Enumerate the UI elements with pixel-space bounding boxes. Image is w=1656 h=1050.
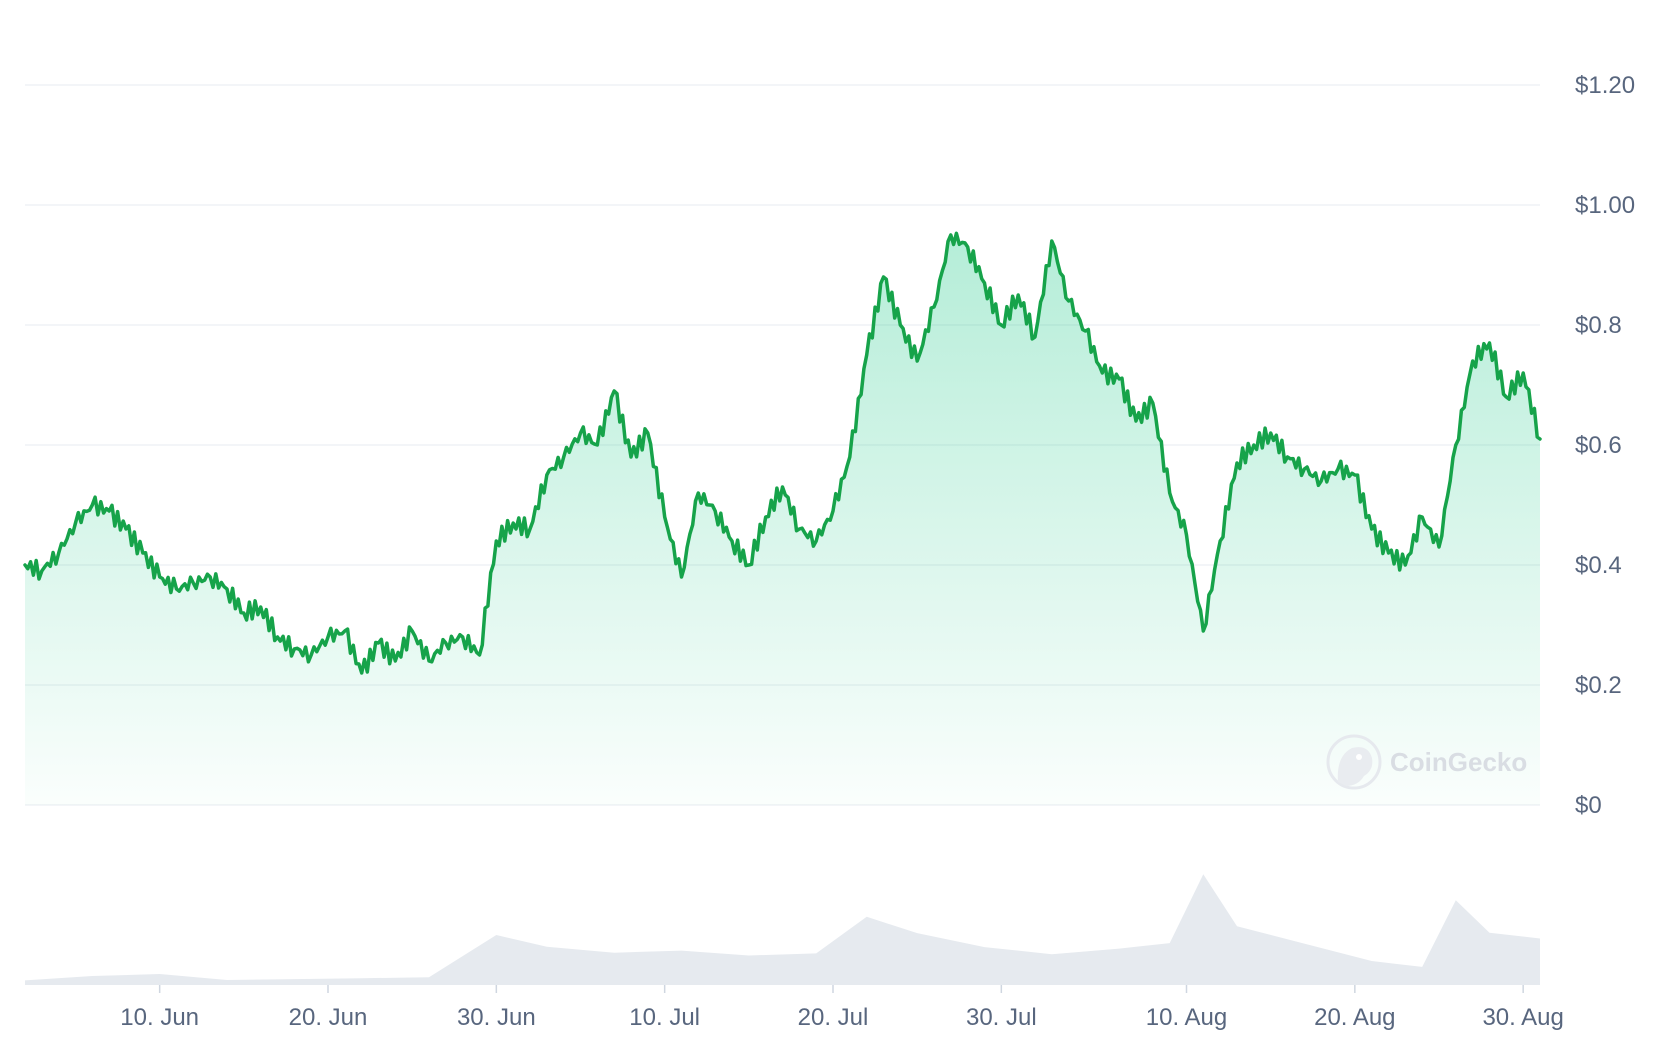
x-tick-label: 20. Jul	[798, 1004, 869, 1031]
y-tick-label: $0.4	[1575, 552, 1622, 579]
x-tick-label: 30. Aug	[1482, 1004, 1563, 1031]
price-area-fill	[25, 233, 1540, 806]
price-area	[25, 233, 1540, 806]
y-axis-ticks: $0 $0.2 $0.4 $0.6 $0.8 $1.00 $1.20	[1575, 72, 1635, 819]
x-tick-label: 30. Jul	[966, 1004, 1037, 1031]
price-line[interactable]	[23, 231, 1542, 675]
gecko-logo-icon	[1326, 734, 1382, 790]
watermark-brand-text: CoinGecko	[1390, 747, 1527, 777]
volume-area	[25, 874, 1540, 985]
price-series-line[interactable]	[23, 231, 1542, 675]
y-tick-label: $1.20	[1575, 72, 1635, 99]
x-tick-label: 20. Jun	[289, 1004, 368, 1031]
x-tick-label: 20. Aug	[1314, 1004, 1395, 1031]
x-tick-label: 10. Aug	[1146, 1004, 1227, 1031]
x-tick-label: 10. Jun	[120, 1004, 199, 1031]
coingecko-watermark: CoinGecko	[1326, 734, 1527, 790]
y-tick-label: $0.6	[1575, 432, 1622, 459]
y-tick-label: $0.8	[1575, 312, 1622, 339]
x-axis-ticks: 10. Jun 20. Jun 30. Jun 10. Jul 20. Jul 30. J…	[120, 985, 1564, 1031]
y-tick-label: $0	[1575, 792, 1602, 819]
x-tick-label: 30. Jun	[457, 1004, 536, 1031]
y-tick-label: $1.00	[1575, 192, 1635, 219]
volume-bars	[25, 874, 1540, 985]
x-tick-label: 10. Jul	[629, 1004, 700, 1031]
y-tick-label: $0.2	[1575, 672, 1622, 699]
